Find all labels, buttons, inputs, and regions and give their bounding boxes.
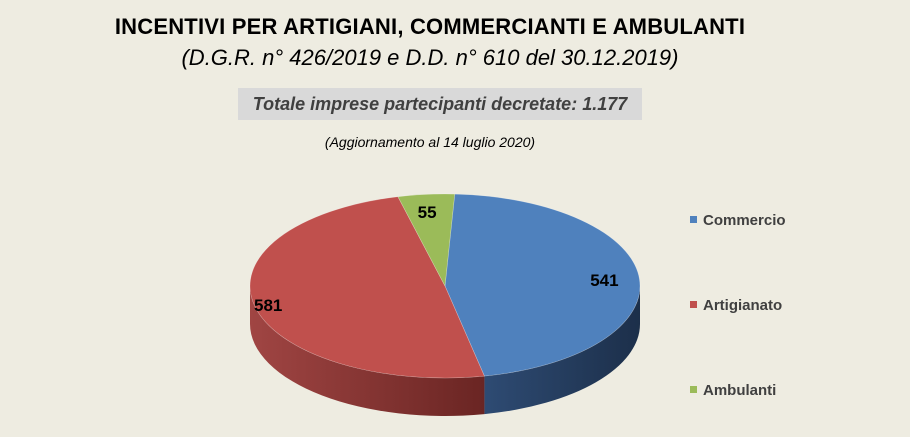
legend-swatch-ambulanti xyxy=(690,385,697,393)
legend-label-artigianato: Artigianato xyxy=(703,297,783,314)
pie-side-commercio xyxy=(484,286,640,415)
legend-item-artigianato: Artigianato xyxy=(690,297,782,314)
data-label-commercio: 541 xyxy=(590,271,618,290)
chart-subtitle: (D.G.R. n° 426/2019 e D.D. n° 610 del 30… xyxy=(181,45,679,70)
legend-swatch-artigianato xyxy=(690,300,697,308)
pie-slice-commercio xyxy=(444,193,641,377)
pie-sides xyxy=(250,286,640,417)
update-note: (Aggiornamento al 14 luglio 2020) xyxy=(324,134,536,150)
pie-side-artigianato xyxy=(250,286,485,417)
pie-data-labels: 541 581 55 xyxy=(254,203,619,315)
pie-tops xyxy=(249,193,641,379)
chart-title: INCENTIVI PER ARTIGIANI, COMMERCIANTI E … xyxy=(114,14,746,39)
pie-slice-ambulanti xyxy=(397,193,456,288)
legend-item-ambulanti: Ambulanti xyxy=(690,382,776,399)
legend-label-ambulanti: Ambulanti xyxy=(703,382,777,399)
legend-item-commercio: Commercio xyxy=(690,212,786,229)
total-banner: Totale imprese partecipanti decretate: 1… xyxy=(238,88,642,120)
legend-label-commercio: Commercio xyxy=(703,212,786,229)
data-label-ambulanti: 55 xyxy=(418,203,437,222)
data-label-artigianato: 581 xyxy=(254,296,282,315)
legend-swatch-commercio xyxy=(690,215,697,223)
pie-slice-artigianato xyxy=(249,196,485,379)
